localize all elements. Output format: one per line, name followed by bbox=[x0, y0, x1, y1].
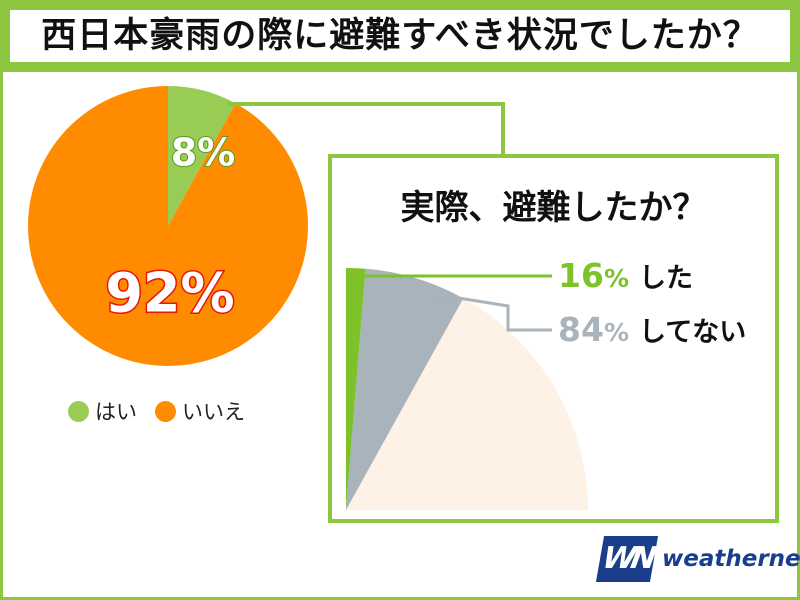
sub-word-did: した bbox=[639, 263, 693, 294]
sub-label-did-not: 84% してない bbox=[558, 310, 746, 349]
title-bar: 西日本豪雨の際に避難すべき状況でしたか？ bbox=[0, 0, 800, 72]
sub-unit-did: % bbox=[603, 264, 629, 293]
sub-label-did: 16% した bbox=[558, 256, 693, 295]
logo-text: weathernews bbox=[662, 546, 800, 572]
legend-item-yes: はい bbox=[68, 396, 137, 426]
sub-pie-slice-did-not bbox=[346, 268, 464, 510]
inset-title: 実際、避難したか？ bbox=[400, 188, 707, 228]
sub-value-did: 16 bbox=[558, 256, 604, 295]
sub-pie-chart bbox=[346, 268, 588, 510]
logo-mark: WN bbox=[595, 536, 659, 582]
pie-label-slice-yes: 8% bbox=[171, 131, 236, 175]
weathernews-logo: WN weathernews bbox=[595, 534, 800, 584]
legend-item-no: いいえ bbox=[155, 396, 245, 426]
legend-swatch-yes bbox=[68, 400, 89, 422]
inset-panel: 実際、避難したか？ 16% した 84% してない bbox=[328, 154, 779, 523]
sub-word-did-not: してない bbox=[639, 317, 747, 348]
legend-label-no: いいえ bbox=[182, 400, 245, 424]
pie-slice-yes bbox=[168, 86, 236, 226]
sub-unit-did-not: % bbox=[603, 318, 629, 347]
sub-value-did-not: 84 bbox=[558, 310, 604, 349]
connector-line bbox=[227, 102, 505, 154]
sub-leader-did bbox=[352, 274, 552, 278]
legend-label-yes: はい bbox=[95, 400, 137, 424]
legend-swatch-no bbox=[155, 400, 176, 422]
legend: はい いいえ bbox=[68, 396, 263, 426]
sub-leader-did-not bbox=[435, 292, 552, 332]
chart-title: 西日本豪雨の際に避難すべき状況でしたか？ bbox=[10, 10, 790, 62]
pie-label-slice-no: 92% bbox=[105, 261, 234, 324]
pie-slice-no bbox=[27, 86, 309, 366]
sub-pie-slice-did bbox=[346, 268, 366, 510]
